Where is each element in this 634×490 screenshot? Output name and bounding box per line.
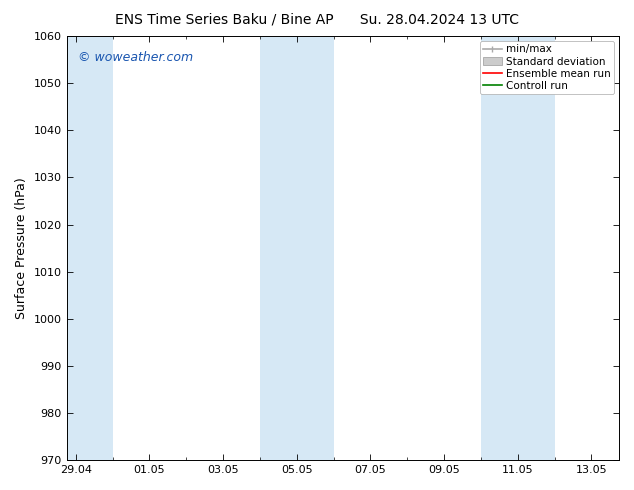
Bar xyxy=(260,36,333,460)
Text: ENS Time Series Baku / Bine AP      Su. 28.04.2024 13 UTC: ENS Time Series Baku / Bine AP Su. 28.04… xyxy=(115,12,519,26)
Y-axis label: Surface Pressure (hPa): Surface Pressure (hPa) xyxy=(15,177,28,319)
Text: © woweather.com: © woweather.com xyxy=(77,51,193,64)
Bar xyxy=(481,36,555,460)
Legend: min/max, Standard deviation, Ensemble mean run, Controll run: min/max, Standard deviation, Ensemble me… xyxy=(480,41,614,94)
Bar xyxy=(67,36,113,460)
